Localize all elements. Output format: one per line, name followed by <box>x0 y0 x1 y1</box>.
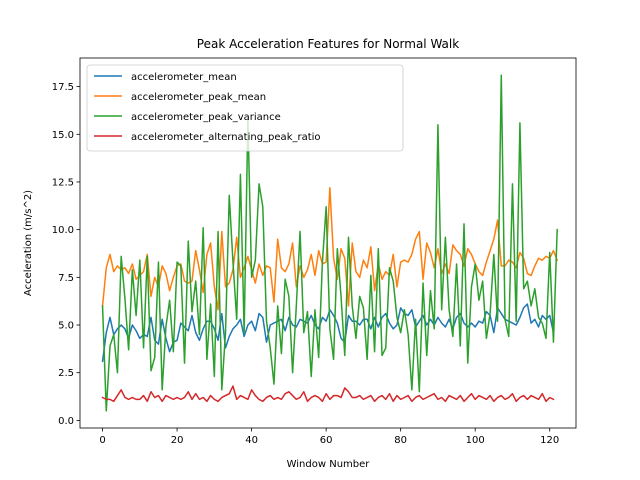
plot-frame <box>79 57 577 429</box>
legend-entry-label: accelerometer_peak_mean <box>131 92 266 103</box>
series-layer <box>101 74 559 412</box>
x-tick-label: 60 <box>320 435 333 446</box>
series-line-accelerometer-peak-variance <box>101 74 558 412</box>
y-tick-label: 12.5 <box>52 177 74 188</box>
legend-box <box>86 64 404 152</box>
y-tick-label: 0.0 <box>58 416 74 427</box>
legend-entry-label: accelerometer_mean <box>131 72 237 83</box>
x-tick-label: 80 <box>394 435 407 446</box>
x-axis-title: Window Number <box>287 459 371 470</box>
x-tick-label: 0 <box>99 435 105 446</box>
x-tick-label: 100 <box>466 435 485 446</box>
series-line-accelerometer-mean <box>101 303 555 363</box>
legend-entry-label: accelerometer_alternating_peak_ratio <box>131 132 321 143</box>
plot-area <box>79 57 577 429</box>
x-axis: 0 20 40 60 80 100 120 <box>99 428 559 446</box>
legend-entry-label: accelerometer_peak_variance <box>131 112 281 123</box>
y-tick-label: 5.0 <box>58 321 74 332</box>
legend: accelerometer_mean accelerometer_peak_mea… <box>86 64 404 152</box>
y-axis: 0.0 2.5 5.0 7.5 10.0 12.5 15.0 17.5 <box>52 82 80 427</box>
x-tick-label: 120 <box>540 435 559 446</box>
y-tick-label: 10.0 <box>52 225 74 236</box>
y-tick-label: 2.5 <box>58 368 74 379</box>
x-tick-label: 20 <box>171 435 184 446</box>
series-line-accelerometer-peak-mean <box>101 186 559 311</box>
y-tick-label: 17.5 <box>52 82 74 93</box>
x-tick-label: 40 <box>245 435 258 446</box>
y-tick-label: 15.0 <box>52 130 74 141</box>
y-tick-label: 7.5 <box>58 273 74 284</box>
y-axis-title: Acceleration (m/s^2) <box>23 190 34 296</box>
chart-title: Peak Acceleration Features for Normal Wa… <box>197 37 459 51</box>
series-line-accelerometer-alternating-peak-ratio <box>101 385 555 403</box>
